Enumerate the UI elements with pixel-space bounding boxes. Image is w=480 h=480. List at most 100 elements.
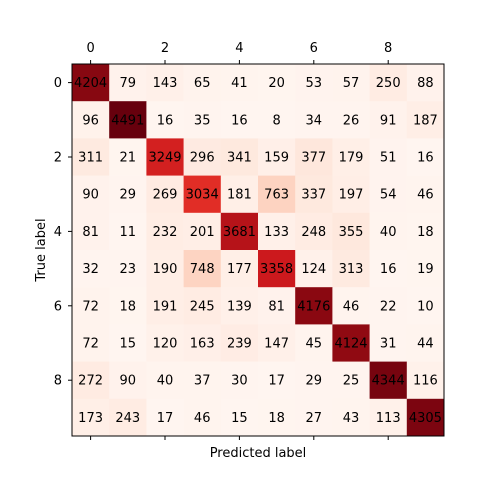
heatmap-cell xyxy=(406,138,445,176)
cell-value: 311 xyxy=(78,151,103,166)
cell-value: 32 xyxy=(82,262,99,277)
heatmap-cell xyxy=(72,212,110,251)
cell-value: 35 xyxy=(194,113,211,128)
cell-value: 8 xyxy=(272,113,280,128)
x-tick-label: 4 xyxy=(235,41,243,56)
cell-value: 16 xyxy=(380,262,397,277)
heatmap-cell xyxy=(220,398,259,437)
heatmap-cell xyxy=(332,361,370,400)
heatmap-cell xyxy=(109,138,147,176)
heatmap-cell xyxy=(258,324,296,362)
heatmap-cell xyxy=(258,250,296,288)
heatmap-cell xyxy=(295,138,333,176)
heatmap-cell xyxy=(220,212,259,251)
heatmap-cell xyxy=(258,101,296,139)
heatmap-cell xyxy=(258,64,296,102)
cell-value: 11 xyxy=(120,225,137,240)
cell-value: 763 xyxy=(264,188,289,203)
cell-value: 17 xyxy=(268,374,285,389)
heatmap-cell xyxy=(220,361,259,400)
heatmap-cell xyxy=(72,64,110,102)
plot-frame xyxy=(71,63,445,437)
cell-value: 51 xyxy=(380,151,397,166)
cell-value: 41 xyxy=(231,76,248,91)
cell-value: 79 xyxy=(120,76,137,91)
heatmap-cell xyxy=(295,101,333,139)
heatmap-cell xyxy=(183,212,222,251)
cell-value: 16 xyxy=(417,151,434,166)
heatmap-cell xyxy=(332,175,370,214)
cell-value: 72 xyxy=(82,337,99,352)
heatmap-cell xyxy=(258,398,296,437)
heatmap-cell xyxy=(369,361,408,400)
heatmap-cell xyxy=(258,138,296,176)
heatmap-cell xyxy=(146,138,184,176)
heatmap-cell xyxy=(220,175,259,214)
cell-value: 10 xyxy=(417,299,434,314)
heatmap-cell xyxy=(295,398,333,437)
x-tick-label: 6 xyxy=(310,41,318,56)
cell-value: 90 xyxy=(120,374,137,389)
heatmap-cell xyxy=(183,175,222,214)
y-axis-ticks: 0 2 4 6 8 xyxy=(54,76,72,389)
cell-value: 201 xyxy=(190,225,215,240)
cell-value: 46 xyxy=(343,299,360,314)
heatmap-cell xyxy=(183,64,222,102)
heatmap-cell xyxy=(72,175,110,214)
heatmap-cell xyxy=(295,64,333,102)
heatmap-cell xyxy=(72,324,110,362)
cell-value: 43 xyxy=(343,411,360,426)
y-tick-label: 4 xyxy=(54,225,62,240)
cell-value: 197 xyxy=(339,188,364,203)
heatmap-cell xyxy=(146,250,184,288)
cell-value: 4491 xyxy=(111,113,144,128)
cell-value: 147 xyxy=(264,337,289,352)
cell-value: 53 xyxy=(306,76,323,91)
heatmap-cell xyxy=(332,250,370,288)
heatmap-cell xyxy=(109,287,147,325)
cell-value: 16 xyxy=(157,113,174,128)
heatmap-cell xyxy=(369,175,408,214)
heatmap-cell xyxy=(332,138,370,176)
cell-value: 18 xyxy=(417,225,434,240)
cell-value: 116 xyxy=(413,374,438,389)
cell-value: 18 xyxy=(120,299,137,314)
heatmap-cell xyxy=(109,175,147,214)
y-tick-label: 0 xyxy=(54,76,62,91)
heatmap-cell xyxy=(146,212,184,251)
y-tick-label: 6 xyxy=(54,299,62,314)
cell-value: 91 xyxy=(380,113,397,128)
cell-value: 272 xyxy=(78,374,103,389)
cell-value: 341 xyxy=(227,151,252,166)
heatmap-cell xyxy=(369,398,408,437)
x-axis-label: Predicted label xyxy=(210,446,307,461)
cell-value: 21 xyxy=(120,151,137,166)
cell-value: 377 xyxy=(301,151,326,166)
heatmap-cell xyxy=(369,138,408,176)
heatmap-cell xyxy=(183,398,222,437)
cell-value: 113 xyxy=(376,411,401,426)
heatmap-cell xyxy=(369,64,408,102)
heatmap-cell xyxy=(146,398,184,437)
cell-value: 355 xyxy=(339,225,364,240)
heatmap-cell xyxy=(183,361,222,400)
heatmap-cell xyxy=(72,101,110,139)
cell-value: 4305 xyxy=(409,411,442,426)
cell-value: 46 xyxy=(194,411,211,426)
cell-value: 3681 xyxy=(223,225,256,240)
cell-value: 26 xyxy=(343,113,360,128)
cell-value: 139 xyxy=(227,299,252,314)
heatmap-cell xyxy=(109,398,147,437)
heatmap-cell xyxy=(295,287,333,325)
heatmap-cell xyxy=(183,250,222,288)
cell-value: 313 xyxy=(339,262,364,277)
cell-value: 37 xyxy=(194,374,211,389)
heatmap-cell xyxy=(406,212,445,251)
cell-value: 29 xyxy=(120,188,137,203)
cell-value: 4344 xyxy=(372,374,405,389)
cell-value: 179 xyxy=(339,151,364,166)
heatmap-cell xyxy=(72,287,110,325)
cell-value: 250 xyxy=(376,76,401,91)
